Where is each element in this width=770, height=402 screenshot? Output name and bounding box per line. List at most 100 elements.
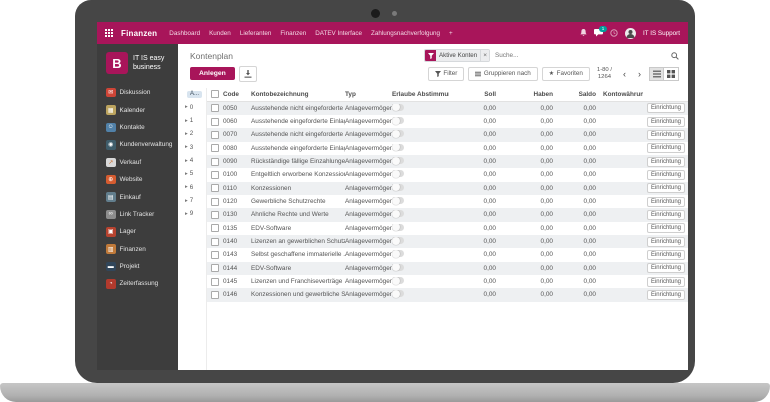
- table-row[interactable]: 0145 Lizenzen und Franchiseverträge Anlage…: [207, 275, 688, 288]
- sidebar-item-finanzen[interactable]: ▥ Finanzen: [97, 241, 178, 258]
- einrichtung-button[interactable]: Einrichtung: [646, 143, 685, 154]
- hierarchy-row-3[interactable]: ▸ 3: [183, 141, 206, 154]
- activity-clock-icon[interactable]: [610, 29, 618, 37]
- notifications-bell-icon[interactable]: [580, 29, 587, 37]
- search-icon[interactable]: [671, 51, 679, 60]
- hierarchy-row-1[interactable]: ▸ 1: [183, 114, 206, 127]
- table-row[interactable]: 0140 Lizenzen an gewerblichen Schutzr... A…: [207, 234, 688, 249]
- table-row[interactable]: 0100 Entgeltlich erworbene Konzession... A…: [207, 168, 688, 181]
- nav-item-kunden[interactable]: Kunden: [209, 29, 231, 37]
- sidebar-item-zeiterfassung[interactable]: ◔ Zeiterfassung: [97, 275, 178, 292]
- kanban-view-button[interactable]: [664, 67, 679, 81]
- sidebar-item-website[interactable]: ⊕ Website: [97, 171, 178, 188]
- table-row[interactable]: 0080 Ausstehende eingeforderte Einlag... A…: [207, 142, 688, 155]
- column-header-typ[interactable]: Typ: [345, 90, 356, 98]
- column-header-saldo[interactable]: Saldo: [578, 90, 596, 98]
- sidebar-item-kalender[interactable]: ▦ Kalender: [97, 101, 178, 118]
- expand-icon[interactable]: ▸: [185, 130, 188, 137]
- row-checkbox[interactable]: [211, 250, 219, 259]
- chat-icon[interactable]: 1: [594, 26, 607, 37]
- row-checkbox[interactable]: [211, 290, 219, 299]
- sidebar-item-kundenverwaltung[interactable]: ◉ Kundenverwaltung: [97, 136, 178, 153]
- nav-item-add[interactable]: +: [448, 29, 453, 37]
- einrichtung-button[interactable]: Einrichtung: [646, 289, 685, 300]
- hierarchy-row-0[interactable]: ▸ 0: [183, 101, 206, 114]
- abstimmung-toggle[interactable]: [392, 237, 404, 245]
- table-row[interactable]: 0120 Gewerbliche Schutzrechte Anlagevermög…: [207, 195, 688, 208]
- table-row[interactable]: 0146 Konzessionen und gewerbliche S... Anl…: [207, 288, 688, 302]
- table-row[interactable]: 0144 EDV-Software Anlagevermögen 0,00 0,00 0,…: [207, 261, 688, 275]
- column-header-name[interactable]: Kontobezeichnung: [251, 90, 309, 98]
- nav-item-zahlungsnachverfolgung[interactable]: Zahlungsnachverfolgung: [371, 29, 440, 37]
- einrichtung-button[interactable]: Einrichtung: [646, 263, 685, 274]
- row-checkbox[interactable]: [211, 170, 219, 179]
- abstimmung-toggle[interactable]: [392, 277, 404, 285]
- sidebar-item-einkauf[interactable]: ▤ Einkauf: [97, 188, 178, 205]
- expand-icon[interactable]: ▸: [185, 104, 188, 111]
- einrichtung-button[interactable]: Einrichtung: [646, 223, 685, 234]
- abstimmung-toggle[interactable]: [392, 117, 404, 125]
- column-header-abst[interactable]: Erlaube Abstimmung: [392, 90, 449, 98]
- hierarchy-row-6[interactable]: ▸ 6: [183, 181, 206, 194]
- sidebar-item-kontakte[interactable]: ☺ Kontakte: [97, 119, 178, 136]
- hierarchy-row-4[interactable]: ▸ 4: [183, 154, 206, 167]
- einrichtung-button[interactable]: Einrichtung: [646, 116, 685, 127]
- row-checkbox[interactable]: [211, 144, 219, 153]
- create-button[interactable]: Anlegen: [190, 67, 235, 81]
- sidebar-item-projekt[interactable]: ▬ Projekt: [97, 258, 178, 275]
- pager-next-icon[interactable]: ›: [634, 68, 645, 80]
- abstimmung-toggle[interactable]: [392, 103, 404, 112]
- table-row[interactable]: 0130 Ähnliche Rechte und Werte Anlagevermö…: [207, 208, 688, 222]
- expand-icon[interactable]: ▸: [185, 197, 188, 204]
- hierarchy-row-2[interactable]: ▸ 2: [183, 127, 206, 140]
- row-checkbox[interactable]: [211, 277, 219, 286]
- table-row[interactable]: 0110 Konzessionen Anlagevermögen 0,00 0,00 0,…: [207, 181, 688, 195]
- table-row[interactable]: 0143 Selbst geschaffene immaterielle ... A…: [207, 248, 688, 261]
- user-name[interactable]: IT IS Support: [643, 29, 680, 37]
- expand-icon[interactable]: ▸: [185, 157, 188, 164]
- row-checkbox[interactable]: [211, 184, 219, 193]
- column-header-soll[interactable]: Soll: [484, 90, 496, 98]
- abstimmung-toggle[interactable]: [392, 263, 404, 272]
- pager-prev-icon[interactable]: ‹: [619, 68, 630, 80]
- einrichtung-button[interactable]: Einrichtung: [646, 276, 685, 287]
- nav-item-lieferanten[interactable]: Lieferanten: [239, 29, 272, 37]
- table-row[interactable]: 0135 EDV-Software Anlagevermögen 0,00 0,00 0,…: [207, 222, 688, 235]
- abstimmung-toggle[interactable]: [392, 143, 404, 152]
- column-header-code[interactable]: Code: [223, 90, 239, 98]
- nav-item-finanzen[interactable]: Finanzen: [280, 29, 307, 37]
- select-all-checkbox[interactable]: [211, 90, 219, 98]
- hierarchy-header[interactable]: A...: [183, 88, 206, 101]
- einrichtung-button[interactable]: Einrichtung: [646, 183, 685, 194]
- groupby-button[interactable]: Gruppieren nach: [468, 66, 538, 81]
- einrichtung-button[interactable]: Einrichtung: [646, 236, 685, 247]
- row-checkbox[interactable]: [211, 157, 219, 166]
- sidebar-item-verkauf[interactable]: ↗ Verkauf: [97, 154, 178, 171]
- abstimmung-toggle[interactable]: [392, 290, 404, 298]
- sidebar-item-lager[interactable]: ▣ Lager: [97, 223, 178, 240]
- einrichtung-button[interactable]: Einrichtung: [646, 156, 685, 167]
- row-checkbox[interactable]: [211, 210, 219, 219]
- table-row[interactable]: 0060 Ausstehende eingeforderte Einlag... A…: [207, 115, 688, 128]
- list-view-button[interactable]: [649, 67, 664, 81]
- app-name[interactable]: Finanzen: [121, 28, 158, 38]
- hierarchy-row-9[interactable]: ▸ 9: [183, 207, 206, 220]
- expand-icon[interactable]: ▸: [185, 170, 188, 177]
- brand-block[interactable]: B IT IS easy business: [97, 44, 178, 80]
- row-checkbox[interactable]: [211, 130, 219, 139]
- column-header-haben[interactable]: Haben: [533, 90, 553, 98]
- row-checkbox[interactable]: [211, 197, 219, 206]
- facet-remove-icon[interactable]: ×: [480, 50, 489, 61]
- sidebar-item-diskussion[interactable]: ✉ Diskussion: [97, 84, 178, 101]
- abstimmung-toggle[interactable]: [392, 197, 404, 205]
- nav-item-dashboard[interactable]: Dashboard: [169, 29, 201, 37]
- row-checkbox[interactable]: [211, 264, 219, 273]
- abstimmung-toggle[interactable]: [392, 210, 404, 218]
- row-checkbox[interactable]: [211, 224, 219, 233]
- sidebar-item-link-tracker[interactable]: ∞ Link Tracker: [97, 206, 178, 223]
- search-input[interactable]: [492, 51, 668, 60]
- einrichtung-button[interactable]: Einrichtung: [646, 196, 685, 207]
- hierarchy-row-5[interactable]: ▸ 5: [183, 167, 206, 180]
- table-row[interactable]: 0090 Rückständige fällige Einzahlunge... A…: [207, 154, 688, 169]
- column-header-curr[interactable]: Kontowährung: [603, 90, 643, 98]
